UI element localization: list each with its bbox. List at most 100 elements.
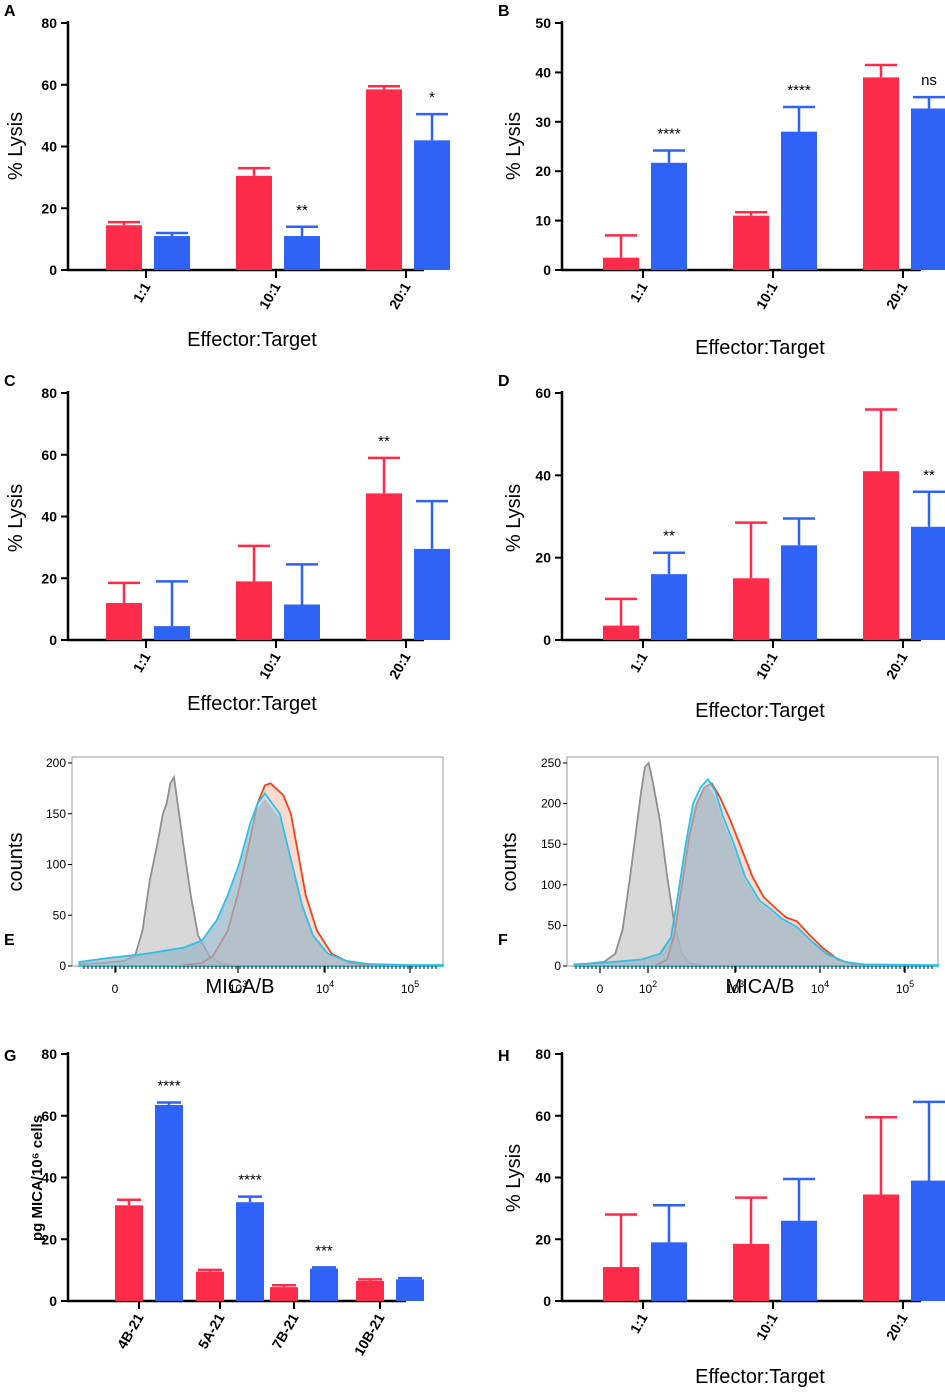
bar-red bbox=[603, 625, 639, 640]
y-tick-label: 40 bbox=[41, 1170, 57, 1186]
panel-letter: A bbox=[4, 3, 16, 20]
bar-red bbox=[106, 602, 142, 640]
bar-red bbox=[603, 257, 639, 270]
x-tick-label: 103 bbox=[229, 979, 247, 996]
bar-red bbox=[863, 77, 899, 270]
y-tick-label: 0 bbox=[543, 632, 551, 648]
panel-b: B 0 10 20 30 40 50 1:1 **** 10:1 **** 20:1 ns % Lysis… bbox=[498, 3, 945, 359]
y-tick-label: 60 bbox=[535, 1108, 551, 1124]
panel-g: G 0 20 40 60 80 4B-21 **** 5A-21 **** 7B-21 *** 10B-… bbox=[4, 1046, 424, 1358]
significance-label: ** bbox=[378, 433, 390, 450]
panel-letter: B bbox=[498, 3, 510, 20]
bar-blue bbox=[781, 545, 817, 640]
bar-blue bbox=[396, 1279, 424, 1301]
bar-red bbox=[733, 215, 769, 270]
panel-letter: G bbox=[4, 1048, 16, 1065]
x-tick-label: 1:1 bbox=[130, 279, 154, 305]
bar-blue bbox=[155, 1104, 183, 1301]
panel-h: H 0 20 40 60 80 1:1 10:1 20:1 % Lysis Effector:Tar… bbox=[498, 1046, 945, 1388]
x-tick-label: 10:1 bbox=[753, 279, 781, 311]
y-tick-label: 0 bbox=[49, 262, 57, 278]
y-tick-label: 50 bbox=[53, 908, 67, 922]
bar-red bbox=[733, 578, 769, 640]
y-tick-label: 0 bbox=[59, 959, 66, 973]
y-tick-label: 0 bbox=[49, 1293, 57, 1309]
y-tick-label: 20 bbox=[535, 1231, 551, 1247]
bar-blue bbox=[781, 1220, 817, 1301]
y-tick-label: 40 bbox=[535, 1170, 551, 1186]
bar-blue bbox=[310, 1268, 338, 1301]
x-tick-label: 20:1 bbox=[883, 1310, 911, 1342]
bar-red bbox=[356, 1280, 384, 1301]
y-tick-label: 40 bbox=[535, 64, 551, 80]
significance-label: ns bbox=[921, 72, 937, 89]
x-tick-label: 105 bbox=[896, 979, 914, 996]
bar-red bbox=[366, 89, 402, 270]
y-tick-label: 100 bbox=[46, 858, 66, 872]
y-tick-label: 150 bbox=[541, 837, 561, 851]
panel-letter: F bbox=[498, 932, 508, 949]
y-axis-title: % Lysis bbox=[503, 112, 525, 180]
y-tick-label: 30 bbox=[535, 114, 551, 130]
x-tick-label: 10:1 bbox=[753, 1310, 781, 1342]
x-tick-label: 20:1 bbox=[386, 279, 414, 311]
bar-blue bbox=[284, 236, 320, 270]
y-tick-label: 0 bbox=[543, 1293, 551, 1309]
x-axis-title: MICA/B bbox=[206, 976, 275, 998]
y-tick-label: 0 bbox=[543, 262, 551, 278]
x-tick-label: 104 bbox=[811, 979, 829, 996]
y-tick-label: 60 bbox=[41, 77, 57, 93]
x-tick-label: 20:1 bbox=[386, 649, 414, 681]
panel-f: F 0 50 100 150 200 250 0 102 103 104 105 counts MICA/… bbox=[498, 756, 939, 998]
y-tick-label: 50 bbox=[548, 918, 562, 932]
panel-letter: C bbox=[4, 373, 16, 390]
y-tick-label: 80 bbox=[41, 385, 57, 401]
x-axis-title: Effector:Target bbox=[187, 329, 317, 351]
histogram-cyan bbox=[78, 791, 444, 967]
x-tick-label: 20:1 bbox=[883, 649, 911, 681]
bar-blue bbox=[414, 140, 450, 270]
y-axis-title: % Lysis bbox=[503, 1144, 525, 1212]
x-tick-label: 1:1 bbox=[627, 279, 651, 305]
significance-label: **** bbox=[157, 1077, 181, 1094]
bar-blue bbox=[651, 162, 687, 270]
x-tick-label: 104 bbox=[316, 979, 334, 996]
y-tick-label: 10 bbox=[535, 213, 551, 229]
y-tick-label: 40 bbox=[41, 139, 57, 155]
bar-blue bbox=[651, 574, 687, 640]
y-tick-label: 80 bbox=[41, 1046, 57, 1062]
x-tick-label: 0 bbox=[597, 982, 604, 996]
y-tick-label: 80 bbox=[535, 1046, 551, 1062]
bar-red bbox=[733, 1243, 769, 1301]
y-tick-label: 50 bbox=[535, 15, 551, 31]
histogram-cyan bbox=[573, 777, 939, 967]
x-tick-label: 105 bbox=[401, 979, 419, 996]
panel-c: C 0 20 40 60 80 1:1 10:1 20:1 ** % Lysis Effector:T… bbox=[4, 373, 450, 715]
x-tick-label: 103 bbox=[726, 979, 744, 996]
y-tick-label: 60 bbox=[41, 1108, 57, 1124]
bar-red bbox=[236, 175, 272, 270]
bar-red bbox=[603, 1267, 639, 1301]
bar-red bbox=[196, 1271, 224, 1301]
bar-blue bbox=[651, 1242, 687, 1301]
y-axis-title: counts bbox=[499, 833, 521, 892]
panel-d: D 0 20 40 60 1:1 ** 10:1 20:1 ** % Lysis Effector:T… bbox=[498, 373, 945, 722]
x-axis-title: MICA/B bbox=[726, 976, 795, 998]
x-tick-label: 5A-21 bbox=[195, 1310, 228, 1351]
bar-red bbox=[863, 471, 899, 640]
panel-letter: H bbox=[498, 1048, 510, 1065]
panel-letter: E bbox=[4, 932, 15, 949]
y-tick-label: 150 bbox=[46, 807, 66, 821]
bar-red bbox=[115, 1205, 143, 1301]
bar-blue bbox=[236, 1202, 264, 1301]
significance-label: * bbox=[429, 89, 435, 106]
x-tick-label: 4B-21 bbox=[114, 1310, 147, 1351]
y-tick-label: 80 bbox=[41, 15, 57, 31]
significance-label: ** bbox=[296, 202, 308, 219]
y-tick-label: 20 bbox=[535, 163, 551, 179]
x-tick-label: 20:1 bbox=[883, 279, 911, 311]
y-tick-label: 200 bbox=[46, 756, 66, 770]
x-tick-label: 1:1 bbox=[627, 1310, 651, 1336]
y-tick-label: 40 bbox=[41, 509, 57, 525]
